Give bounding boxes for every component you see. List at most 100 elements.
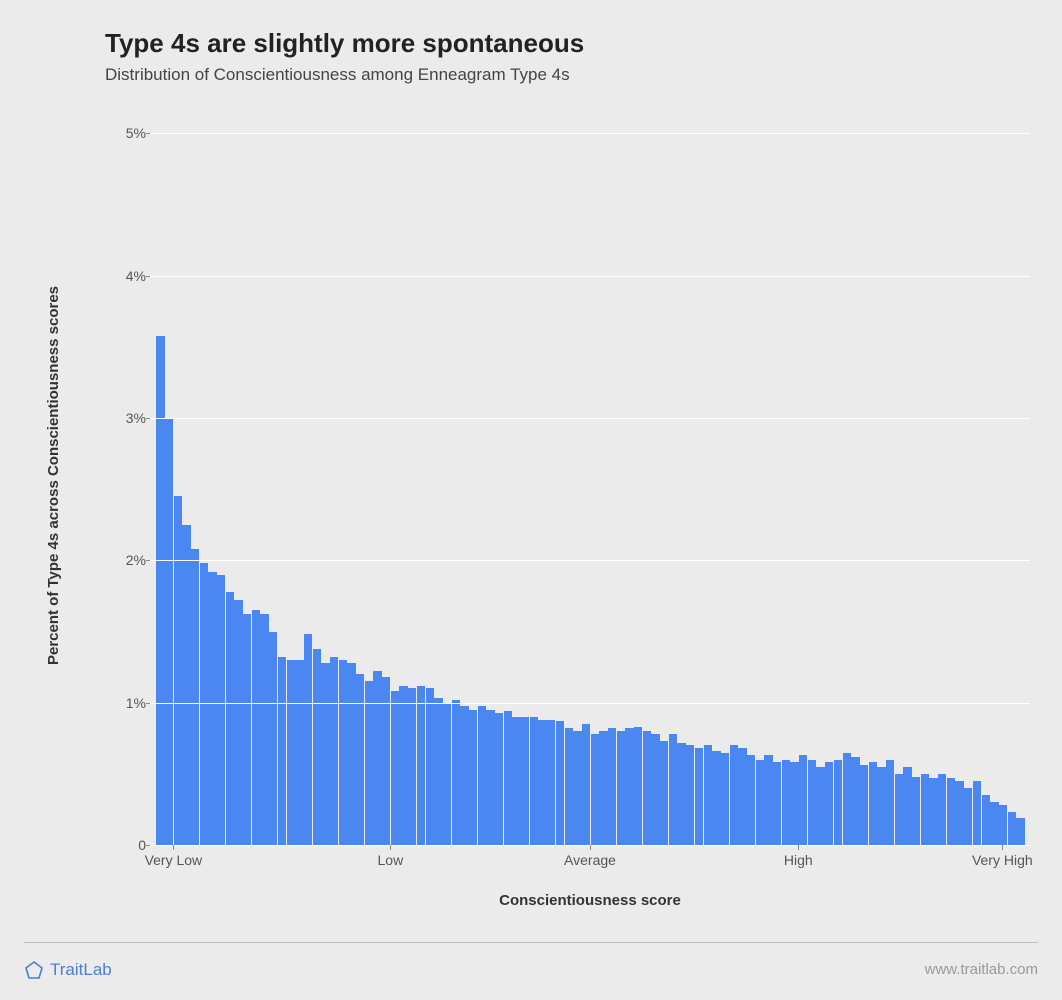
y-tick-label: 4%	[126, 268, 146, 284]
histogram-bar	[625, 728, 633, 845]
histogram-bar	[999, 805, 1007, 845]
histogram-bar	[452, 700, 460, 845]
x-axis-label: Conscientiousness score	[150, 892, 1030, 909]
histogram-bar	[226, 592, 234, 845]
histogram-bar	[460, 706, 468, 845]
histogram-bar	[573, 731, 581, 845]
y-tick-mark	[146, 845, 150, 846]
histogram-bar	[347, 663, 355, 845]
histogram-bar	[599, 731, 607, 845]
histogram-bar	[234, 600, 242, 845]
histogram-bar	[895, 774, 903, 845]
brand-text: TraitLab	[50, 960, 112, 980]
histogram-bar	[764, 755, 772, 845]
histogram-bar	[582, 724, 590, 845]
histogram-bar	[1008, 812, 1016, 845]
histogram-bar	[330, 657, 338, 845]
histogram-bar	[182, 525, 190, 845]
histogram-bar	[495, 713, 503, 845]
histogram-bar	[721, 753, 729, 846]
plot-area	[150, 105, 1030, 845]
histogram-bars	[150, 105, 1030, 845]
y-axis-label-wrap: Percent of Type 4s across Conscientiousn…	[44, 105, 64, 845]
histogram-bar	[504, 711, 512, 845]
footer-url: www.traitlab.com	[925, 961, 1038, 978]
histogram-bar	[608, 728, 616, 845]
histogram-bar	[287, 660, 295, 845]
histogram-bar	[260, 614, 268, 845]
histogram-bar	[200, 563, 208, 845]
histogram-bar	[964, 788, 972, 845]
histogram-bar	[955, 781, 963, 845]
x-tick-label: High	[784, 852, 813, 868]
grid-line	[150, 703, 1030, 704]
footer: TraitLab www.traitlab.com	[24, 942, 1038, 982]
y-tick-mark	[146, 560, 150, 561]
histogram-bar	[929, 778, 937, 845]
x-tick-label: Very High	[972, 852, 1033, 868]
histogram-bar	[651, 734, 659, 845]
x-tick-label: Low	[378, 852, 404, 868]
histogram-bar	[399, 686, 407, 845]
histogram-bar	[486, 710, 494, 845]
histogram-bar	[278, 657, 286, 845]
x-tick-mark	[1002, 845, 1003, 850]
histogram-bar	[782, 760, 790, 845]
histogram-bar	[808, 760, 816, 845]
y-tick-label: 3%	[126, 410, 146, 426]
histogram-bar	[669, 734, 677, 845]
histogram-bar	[174, 496, 182, 845]
y-tick-label: 1%	[126, 695, 146, 711]
histogram-bar	[1016, 818, 1024, 845]
histogram-bar	[921, 774, 929, 845]
histogram-bar	[443, 703, 451, 845]
chart-title: Type 4s are slightly more spontaneous	[105, 28, 584, 59]
histogram-bar	[339, 660, 347, 845]
histogram-bar	[426, 688, 434, 845]
y-tick-mark	[146, 418, 150, 419]
x-axis-ticks: Very LowLowAverageHighVery High	[150, 852, 1030, 876]
histogram-bar	[869, 762, 877, 845]
histogram-bar	[547, 720, 555, 845]
histogram-bar	[973, 781, 981, 845]
histogram-bar	[304, 634, 312, 845]
x-tick-mark	[798, 845, 799, 850]
histogram-bar	[851, 757, 859, 845]
pentagon-icon	[24, 960, 44, 980]
histogram-bar	[816, 767, 824, 845]
histogram-bar	[643, 731, 651, 845]
grid-line	[150, 133, 1030, 134]
brand: TraitLab	[24, 960, 112, 980]
histogram-bar	[704, 745, 712, 845]
histogram-bar	[165, 418, 173, 845]
histogram-bar	[591, 734, 599, 845]
histogram-bar	[773, 762, 781, 845]
histogram-bar	[877, 767, 885, 845]
x-tick-label: Average	[564, 852, 616, 868]
x-tick-mark	[390, 845, 391, 850]
histogram-bar	[243, 614, 251, 845]
histogram-bar	[252, 610, 260, 845]
histogram-bar	[660, 741, 668, 845]
histogram-bar	[269, 632, 277, 845]
grid-line	[150, 418, 1030, 419]
histogram-bar	[860, 765, 868, 845]
histogram-bar	[478, 706, 486, 845]
title-block: Type 4s are slightly more spontaneous Di…	[105, 28, 584, 85]
y-tick-label: 0	[138, 837, 146, 853]
histogram-bar	[217, 575, 225, 845]
histogram-bar	[686, 745, 694, 845]
histogram-bar	[634, 727, 642, 845]
histogram-bar	[738, 748, 746, 845]
histogram-bar	[469, 710, 477, 845]
histogram-bar	[391, 691, 399, 845]
grid-line	[150, 276, 1030, 277]
histogram-bar	[408, 688, 416, 845]
histogram-bar	[556, 721, 564, 845]
histogram-bar	[825, 762, 833, 845]
histogram-bar	[565, 728, 573, 845]
histogram-bar	[313, 649, 321, 845]
histogram-bar	[790, 762, 798, 845]
histogram-bar	[295, 660, 303, 845]
x-tick-mark	[590, 845, 591, 850]
